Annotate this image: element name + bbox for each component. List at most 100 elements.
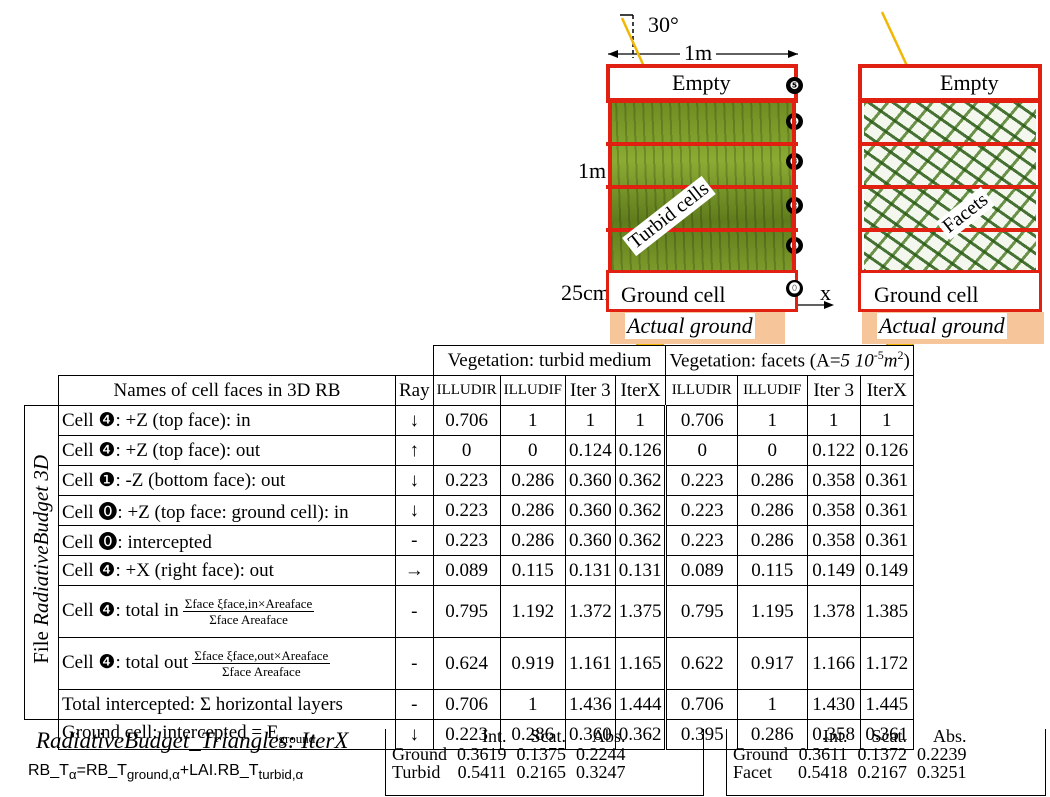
table-cell: 1.372	[564, 585, 616, 638]
tri-header: Scat.	[530, 726, 567, 746]
ground-height-label: 25cm	[561, 280, 610, 305]
row-name: Cell ❹: total out Σface ξface,out×Areafac…	[58, 637, 396, 690]
col-header: IterX	[614, 375, 667, 406]
table-cell: 0.360	[564, 465, 616, 496]
formula-fraction: Σface ξface,out×Areaface Σface Areaface	[192, 648, 331, 679]
table-row: Cell ❹: total out Σface ξface,out×Areafac…	[25, 637, 914, 690]
table-cell: 0.362	[614, 525, 667, 556]
row-ray: -	[395, 525, 434, 556]
table-cell: 0.286	[499, 525, 566, 556]
table-cell: 0.223	[664, 465, 738, 496]
table-cell: 0.223	[664, 525, 738, 556]
table-cell: 0.361	[859, 719, 914, 750]
row-name: Cell ⓿: +Z (top face: ground cell): in	[58, 495, 396, 526]
table-cell: 0.286	[499, 719, 566, 750]
table-cell: 0.286	[736, 465, 808, 496]
column-header-row: Names of cell faces in 3D RB Ray ILLUDIR…	[24, 375, 914, 406]
table-cell: 1	[499, 689, 566, 720]
table-row: Turbid 0.5411 0.2165 0.3247	[392, 762, 626, 782]
table-cell: 1	[806, 405, 861, 436]
group-turbid-header: Vegetation: turbid medium	[432, 345, 667, 376]
table-cell: 0.362	[614, 465, 667, 496]
turbid-right-border	[792, 100, 796, 272]
row-name: Cell ❹: +Z (top face): out	[58, 435, 396, 466]
row-name: Cell ❹: +X (right face): out	[58, 555, 396, 586]
group-facets-header: Vegetation: facets (A=5 10-5m2)	[665, 345, 914, 376]
tri-header-row: Int. Scat. Abs.	[728, 727, 972, 745]
table-cell: 0.358	[806, 525, 861, 556]
empty-label-right: Empty	[940, 70, 999, 95]
table-cell: 0.360	[564, 495, 616, 526]
table-cell: 0	[664, 435, 738, 466]
table-cell: 0.223	[432, 525, 501, 556]
table-cell: 0.286	[736, 719, 808, 750]
table-cell: 1.378	[806, 585, 861, 638]
table-cell: 1	[736, 405, 808, 436]
ground-cell-left	[606, 270, 798, 312]
row-ray: ↓	[395, 495, 434, 526]
table-row: Cell ❹: +Z (top face): out ↑ 0 0 0.124 0.126 0…	[25, 435, 914, 466]
ground-row: Ground cell: intercepted = Eground ↓ 0.223…	[25, 719, 914, 750]
table-row: Cell ❶: -Z (bottom face): out ↓ 0.223 0.286…	[25, 465, 914, 496]
col-header: Iter 3	[564, 375, 616, 406]
triangles-right-box	[726, 729, 1046, 796]
triangles-formula: RB_Tα=RB_Tground,α+LAI.RB_Tturbid,α	[28, 762, 304, 783]
table-cell: 0.624	[432, 637, 501, 690]
table-cell: 0.126	[614, 435, 667, 466]
cell-number-0: ⓿	[786, 280, 803, 297]
table-row: Ground 0.3619 0.1375 0.2244	[392, 744, 626, 764]
table-cell: 1	[736, 689, 808, 720]
table-cell: 0.126	[859, 435, 914, 466]
table-cell: 0.149	[806, 555, 861, 586]
col-header: IterX	[859, 375, 914, 406]
col-ray-header: Ray	[395, 375, 434, 406]
table-cell: 0.361	[859, 525, 914, 556]
table-cell: 0.706	[432, 689, 501, 720]
table-row: File RadiativeBudget 3D Cell ❹: +Z (top f…	[24, 405, 914, 720]
table-cell: 1.436	[564, 689, 616, 720]
facet-cell-3	[858, 143, 1042, 188]
table-cell: 1.385	[859, 585, 914, 638]
table-cell: 0.358	[806, 465, 861, 496]
row-name: Cell ❹: +Z (top face): in	[58, 405, 396, 436]
table-cell: 0.131	[614, 555, 667, 586]
table-cell: 0.286	[736, 495, 808, 526]
tri-header-row: Int. Scat. Abs.	[387, 727, 631, 745]
table-cell: 0.358	[806, 495, 861, 526]
turbid-left-border	[608, 100, 612, 272]
row-name: Cell ⓿: intercepted	[58, 525, 396, 556]
table-body: File RadiativeBudget 3D Cell ❹: +Z (top f…	[24, 405, 914, 750]
triangles-left-table: Int. Scat. Abs. Ground 0.3619 0.1375 0.2…	[387, 727, 631, 781]
table-cell: 1	[859, 405, 914, 436]
tri-header: Abs.	[932, 726, 967, 746]
table-cell: 0.223	[664, 495, 738, 526]
table-cell: 0.919	[499, 637, 566, 690]
table-row: Total intercepted: Σ horizontal layers -0…	[25, 689, 914, 720]
radiative-budget-table: Vegetation: turbid medium Vegetation: fa…	[24, 345, 914, 750]
table-cell: 1.161	[564, 637, 616, 690]
table-cell: 0.115	[499, 555, 566, 586]
actual-ground-label-right: Actual ground	[877, 313, 1007, 339]
row-name: Total intercepted: Σ horizontal layers	[58, 689, 396, 720]
tri-header: Abs.	[591, 726, 626, 746]
table-cell: 0.223	[432, 465, 501, 496]
table-cell: 0.089	[432, 555, 501, 586]
ground-cell-label-left: Ground cell	[621, 282, 726, 307]
table-cell: 1	[564, 405, 616, 436]
table-cell: 1.445	[859, 689, 914, 720]
table-row: Facet 0.5418 0.2167 0.3251	[733, 762, 967, 782]
height-label: 1m	[578, 158, 607, 183]
turbid-cell-4	[606, 100, 798, 145]
row-ray: -	[395, 637, 434, 690]
triangles-title: RadiativeBudget_Triangles: IterX	[36, 728, 349, 753]
formula-fraction: Σface ξface,in×Areaface Σface Areaface	[182, 596, 315, 627]
table-cell: 0	[499, 435, 566, 466]
table-cell: 0.795	[664, 585, 738, 638]
actual-ground-label-left: Actual ground	[625, 313, 755, 339]
table-cell: 1.166	[806, 637, 861, 690]
table-cell: 0.362	[614, 495, 667, 526]
table-row: Cell ❹: total in Σface ξface,in×Areaface Σ…	[25, 585, 914, 638]
row-ray: →	[395, 555, 434, 586]
table-cell: 0.361	[859, 495, 914, 526]
col-names-header: Names of cell faces in 3D RB	[58, 375, 396, 406]
